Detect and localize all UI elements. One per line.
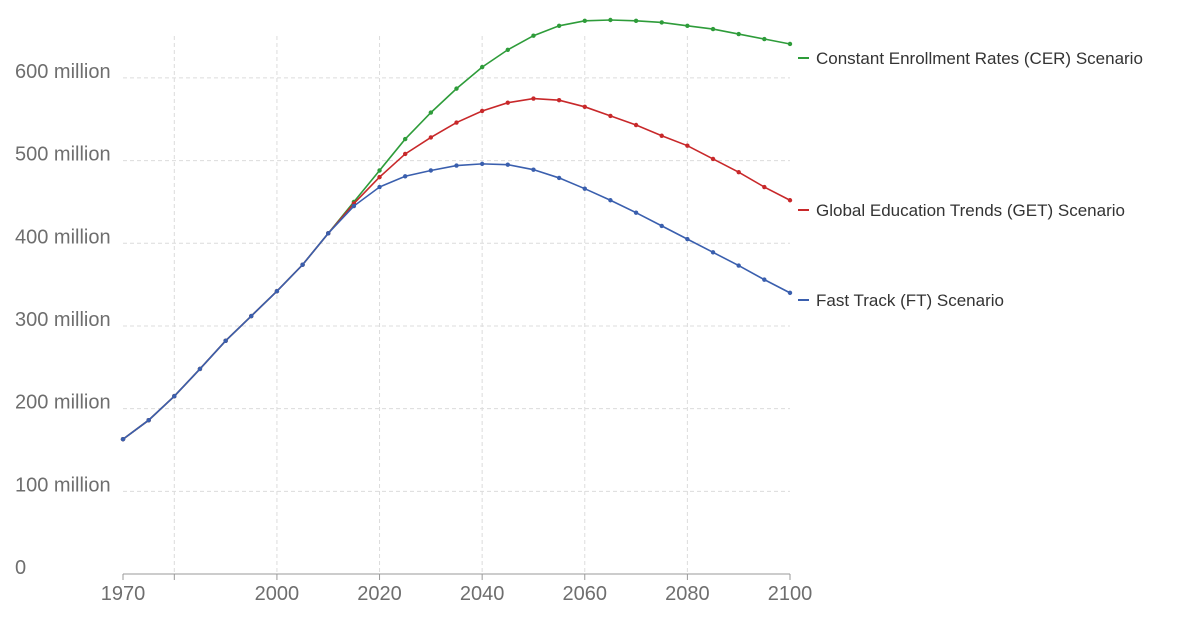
data-point [300,262,305,267]
data-point [505,47,511,52]
y-tick-label: 0 [15,557,26,579]
series-line [122,19,791,440]
data-point [582,186,587,191]
data-point [608,198,613,203]
series-line [122,97,791,440]
y-tick-label: 200 million [15,392,111,414]
series-1 [120,96,793,442]
data-point [633,210,639,215]
data-point [762,36,767,42]
series-line [122,163,791,440]
x-tick-label: 1970 [101,583,146,605]
legend-item: Global Education Trends (GET) Scenario [798,201,1125,220]
series-lines [120,17,793,442]
data-point [787,290,793,296]
data-point [710,156,716,162]
data-point [377,168,382,173]
data-point [428,168,434,173]
data-point [479,161,485,167]
data-point [787,198,793,203]
data-point [377,184,382,190]
data-point [249,313,254,319]
data-point [402,151,408,157]
data-point [505,100,511,105]
data-point [685,143,690,148]
data-point [633,18,639,24]
x-tick-label: 2060 [563,583,608,605]
data-point [608,113,613,119]
data-point [172,394,177,399]
data-point [659,133,664,138]
x-tick-label: 2000 [255,583,300,605]
data-point [531,167,536,172]
data-point [428,110,434,115]
data-point [608,17,613,23]
data-point [479,64,485,70]
data-point [274,289,280,294]
y-tick-label: 100 million [15,474,111,496]
data-point [582,18,587,24]
data-point [685,23,690,28]
data-point [556,98,562,103]
data-point [710,26,716,32]
data-point [685,236,690,242]
data-point [582,104,587,110]
data-point [454,86,459,91]
x-axis-ticks: 1970 2000 2020 2040 2060 2080 2100 [101,574,813,605]
data-point [659,223,664,229]
data-point [556,175,562,181]
data-point [762,277,767,282]
y-tick-label: 600 million [15,61,111,83]
y-tick-label: 400 million [15,226,111,248]
data-point [428,135,434,140]
legend-label: Global Education Trends (GET) Scenario [816,201,1125,220]
data-point [326,231,331,236]
data-point [479,108,485,114]
series-0 [120,17,793,442]
x-tick-label: 2080 [665,583,710,605]
legend-label: Fast Track (FT) Scenario [816,291,1004,310]
data-point [531,96,536,101]
data-point [710,250,716,255]
legend-item: Fast Track (FT) Scenario [798,291,1004,310]
data-point [402,136,408,142]
legend: Constant Enrollment Rates (CER) Scenario… [798,49,1143,310]
y-axis-ticks: 0 100 million 200 million 300 million 400 mi… [15,61,111,579]
data-point [659,20,664,25]
y-tick-label: 500 million [15,144,111,166]
data-point [454,163,459,168]
data-point [120,437,126,442]
data-point [762,184,767,190]
data-point [402,174,408,179]
x-tick-label: 2020 [357,583,402,605]
y-tick-label: 300 million [15,309,111,331]
grid [123,36,790,574]
data-point [787,41,793,47]
data-point [223,338,228,344]
x-tick-label: 2040 [460,583,505,605]
legend-item: Constant Enrollment Rates (CER) Scenario [798,49,1143,68]
data-point [736,169,741,175]
data-point [454,120,459,125]
data-point [377,174,382,180]
data-point [531,33,536,38]
data-point [351,203,357,209]
data-point [556,23,562,28]
data-point [505,162,511,167]
data-point [633,122,639,128]
x-tick-label: 2100 [768,583,813,605]
data-point [197,366,203,372]
data-point [736,31,741,37]
legend-label: Constant Enrollment Rates (CER) Scenario [816,49,1143,68]
data-point [736,263,741,268]
data-point [146,418,151,423]
series-2 [120,161,793,442]
